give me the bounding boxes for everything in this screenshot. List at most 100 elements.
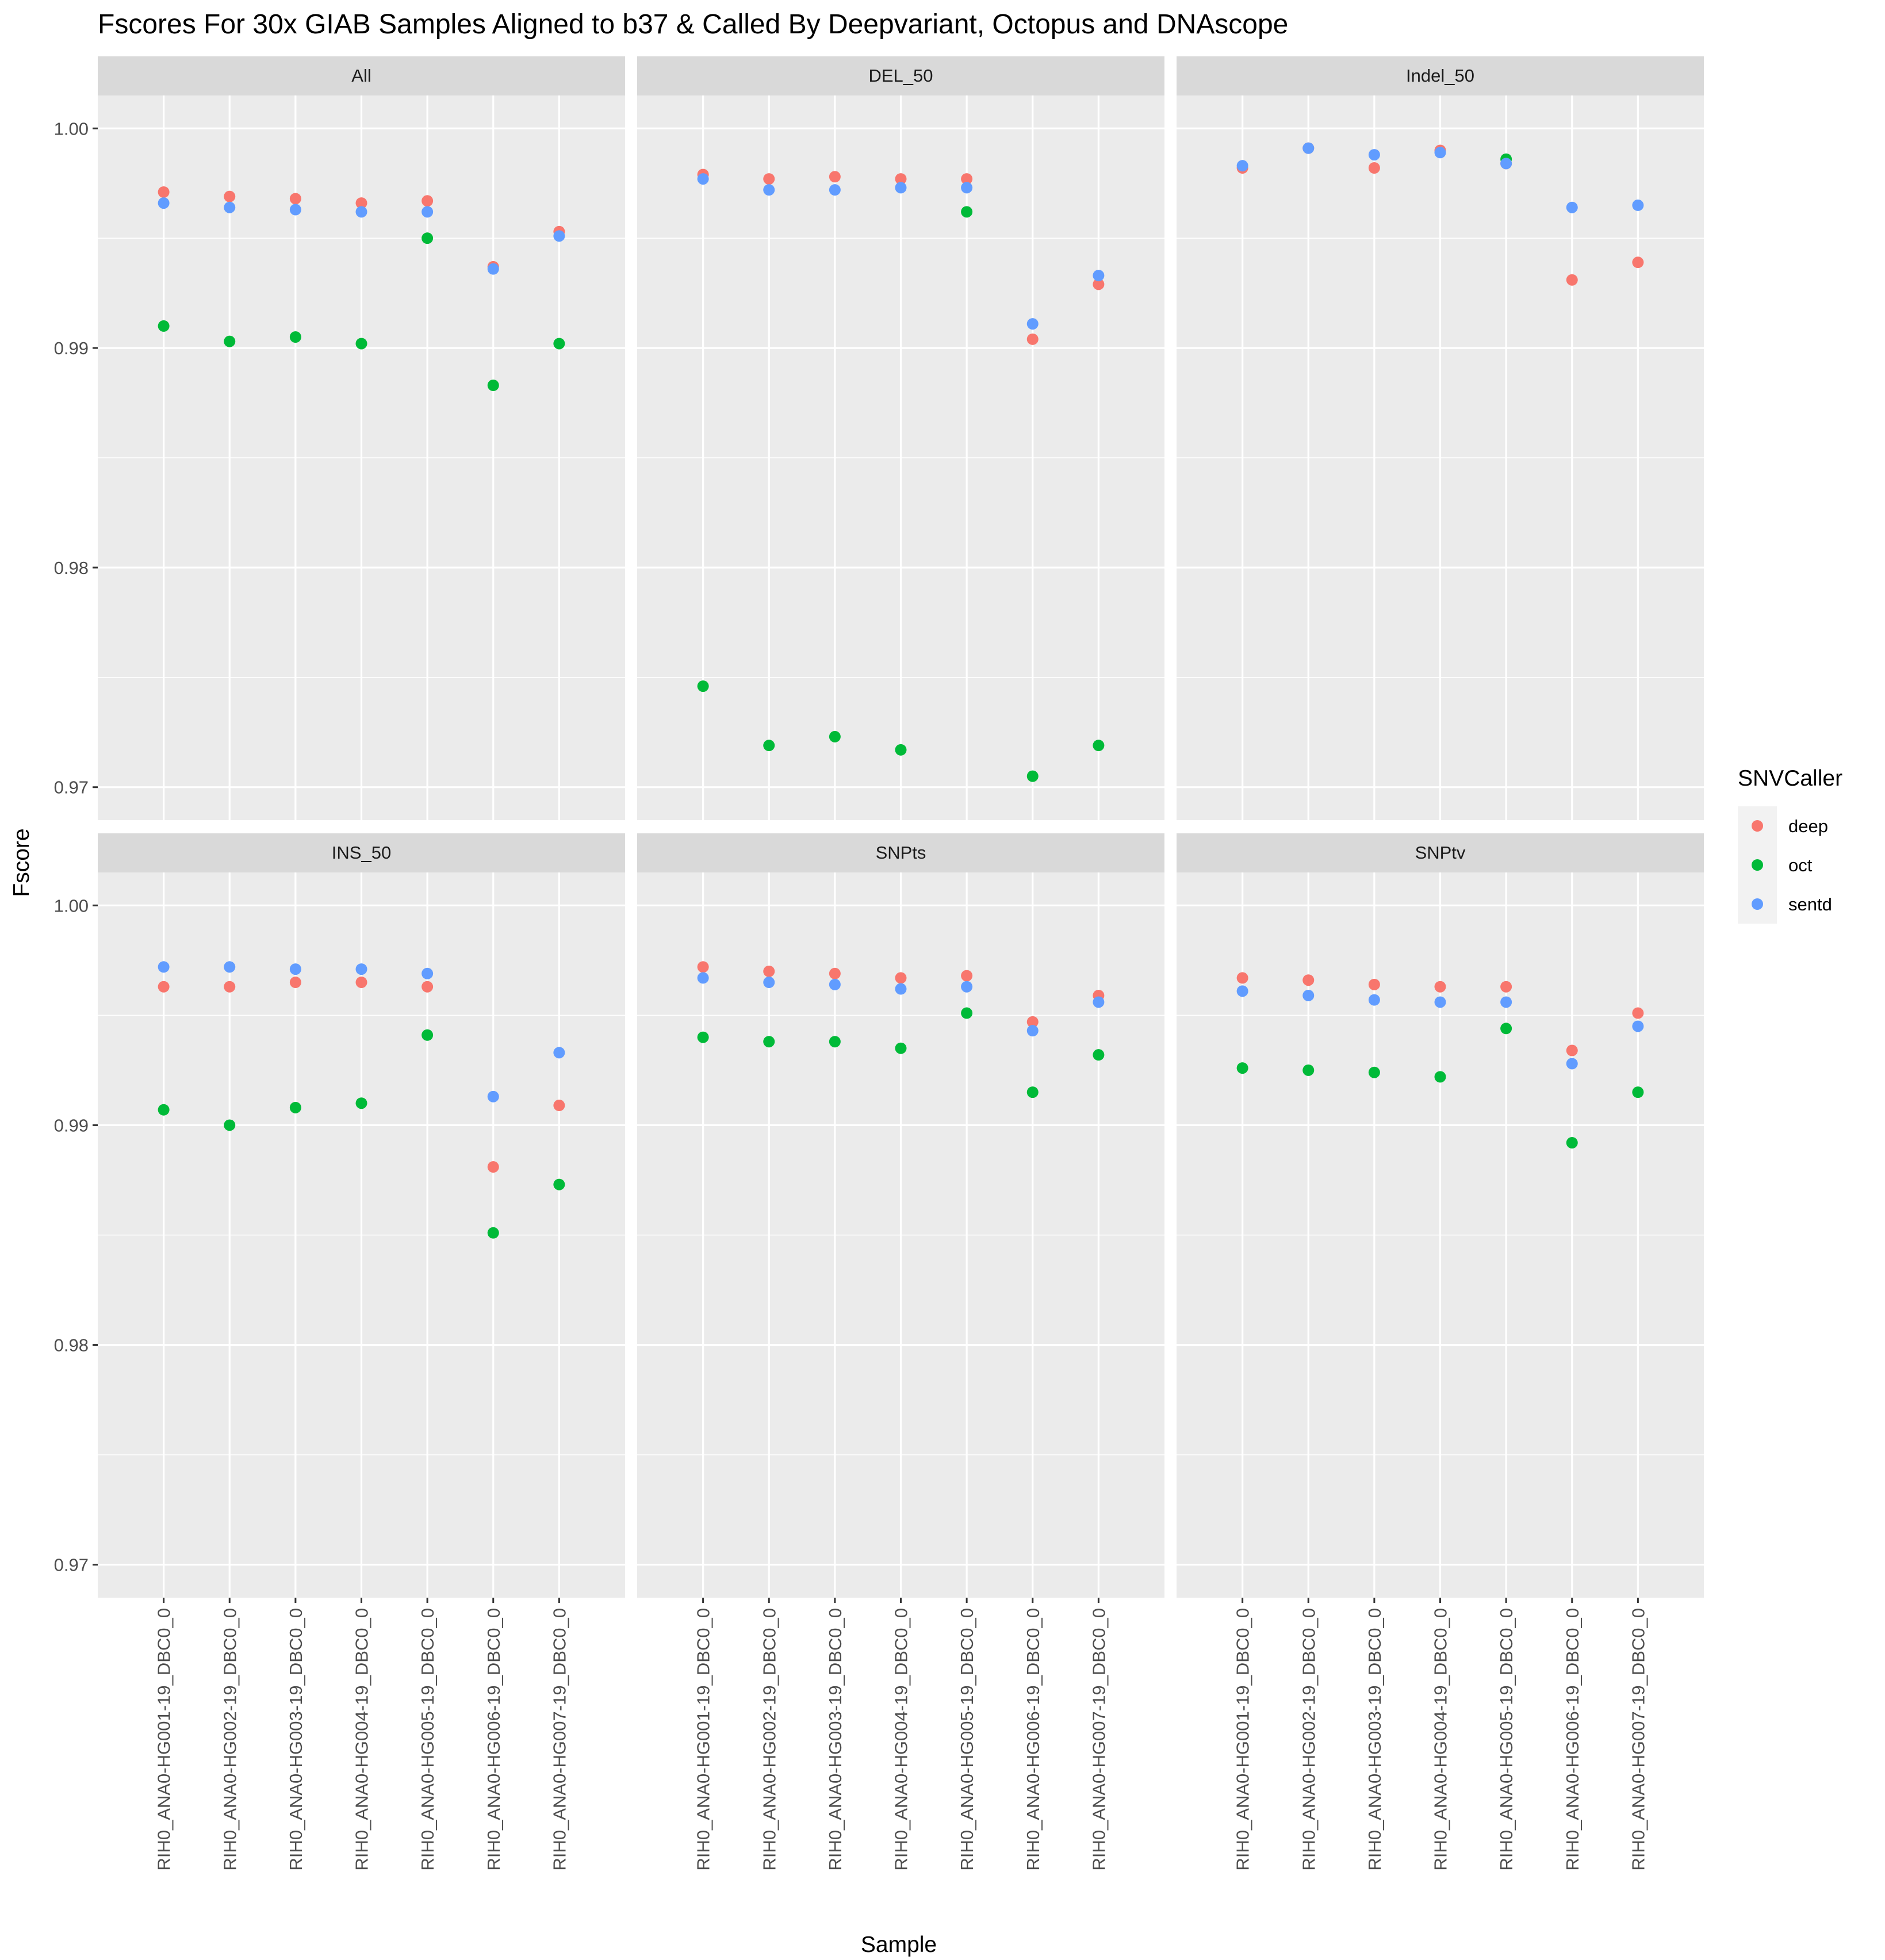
data-point-deep (895, 173, 907, 185)
data-point-oct (487, 380, 499, 391)
data-point-deep (1500, 981, 1512, 993)
facet-strip-label: INS_50 (332, 843, 391, 863)
data-point-deep (224, 190, 236, 202)
x-tick-label: RIH0_ANA0-HG002-19_DBC0_0 (759, 1608, 779, 1871)
data-point-sentd (1093, 996, 1105, 1008)
data-point-sentd (553, 230, 565, 242)
data-point-oct (1368, 1066, 1380, 1078)
y-tick-label: 0.97 (54, 778, 89, 798)
y-axis-label: Fscore (9, 828, 34, 897)
x-tick-label: RIH0_ANA0-HG007-19_DBC0_0 (1089, 1608, 1109, 1871)
y-tick-label: 0.98 (54, 558, 89, 578)
data-point-oct (961, 1007, 973, 1019)
data-point-sentd (289, 963, 301, 975)
facet-strip (637, 833, 1164, 872)
legend-label: sentd (1788, 894, 1832, 914)
facet-strip-label: DEL_50 (868, 66, 933, 86)
y-tick-label: 0.99 (54, 338, 89, 358)
data-point-oct (895, 1042, 907, 1054)
data-point-deep (1566, 274, 1578, 286)
facet-strip-label: All (351, 66, 371, 86)
data-point-deep (1368, 162, 1380, 174)
legend-title: SNVCaller (1738, 766, 1842, 791)
data-point-oct (697, 1031, 709, 1043)
x-tick-label: RIH0_ANA0-HG003-19_DBC0_0 (1365, 1608, 1385, 1871)
x-tick-label: RIH0_ANA0-HG004-19_DBC0_0 (1431, 1608, 1451, 1871)
x-tick-label: RIH0_ANA0-HG007-19_DBC0_0 (549, 1608, 569, 1871)
data-point-sentd (355, 206, 367, 218)
data-point-deep (895, 972, 907, 984)
data-point-sentd (422, 967, 434, 979)
x-tick-label: RIH0_ANA0-HG006-19_DBC0_0 (1023, 1608, 1043, 1871)
x-tick-label: RIH0_ANA0-HG004-19_DBC0_0 (891, 1608, 911, 1871)
data-point-sentd (829, 184, 841, 196)
data-point-sentd (763, 977, 775, 989)
data-point-sentd (1566, 1058, 1578, 1070)
data-point-sentd (158, 197, 170, 209)
data-point-sentd (1236, 985, 1248, 997)
data-point-sentd (158, 961, 170, 973)
facet-panel-del-50: DEL_50 (637, 56, 1164, 820)
data-point-sentd (1500, 158, 1512, 170)
data-point-oct (553, 338, 565, 350)
data-point-sentd (1302, 989, 1315, 1001)
x-axis-label: Sample (861, 1932, 937, 1957)
data-point-oct (1500, 1023, 1512, 1035)
data-point-oct (1302, 1064, 1315, 1076)
data-point-sentd (1566, 201, 1578, 213)
data-point-sentd (1632, 199, 1644, 211)
data-point-oct (697, 680, 709, 692)
data-point-deep (1302, 974, 1315, 986)
data-point-deep (829, 967, 841, 979)
data-point-sentd (895, 983, 907, 995)
data-point-oct (763, 740, 775, 752)
data-point-sentd (1500, 996, 1512, 1008)
data-point-deep (697, 961, 709, 973)
data-point-sentd (1302, 142, 1315, 154)
data-point-sentd (1632, 1020, 1644, 1032)
data-point-deep (355, 197, 367, 209)
data-point-sentd (961, 182, 973, 194)
x-tick-label: RIH0_ANA0-HG007-19_DBC0_0 (1628, 1608, 1648, 1871)
data-point-deep (158, 186, 170, 198)
data-point-oct (829, 1036, 841, 1048)
data-point-deep (1093, 278, 1105, 290)
data-point-oct (158, 1104, 170, 1116)
x-tick-label: RIH0_ANA0-HG004-19_DBC0_0 (352, 1608, 372, 1871)
data-point-oct (961, 206, 973, 218)
facet-panel-snpts: SNPts RIH0_ANA0-HG001-19_DBC0_0 RIH0_ANA0-… (637, 833, 1164, 1871)
data-point-sentd (1434, 996, 1446, 1008)
data-point-sentd (487, 263, 499, 275)
legend-label: deep (1788, 816, 1828, 836)
facet-panels: All 0.97 0.98 0.99 1.00 DEL_50 Indel_50 INS_50 0… (54, 56, 1704, 1871)
data-point-sentd (1368, 149, 1380, 161)
facet-strip-label: Indel_50 (1406, 66, 1474, 86)
y-tick-label: 0.99 (54, 1115, 89, 1135)
data-point-oct (763, 1036, 775, 1048)
y-tick-label: 0.98 (54, 1335, 89, 1356)
x-tick-label: RIH0_ANA0-HG002-19_DBC0_0 (1298, 1608, 1319, 1871)
facet-panel-indel-50: Indel_50 (1177, 56, 1704, 820)
y-tick-label: 1.00 (54, 118, 89, 139)
facet-strip (98, 56, 625, 95)
facet-panel-all: All 0.97 0.98 0.99 1.00 (54, 56, 625, 820)
data-point-deep (1434, 981, 1446, 993)
facet-strip (1177, 833, 1704, 872)
x-tick-label: RIH0_ANA0-HG001-19_DBC0_0 (154, 1608, 174, 1871)
data-point-oct (487, 1227, 499, 1239)
facet-panel-ins-50: INS_50 0.97 0.98 0.99 1.00 RIH0_ANA0-HG001-19… (54, 833, 625, 1871)
data-point-sentd (553, 1047, 565, 1059)
x-tick-label: RIH0_ANA0-HG001-19_DBC0_0 (1233, 1608, 1253, 1871)
chart-title: Fscores For 30x GIAB Samples Aligned to … (98, 9, 1288, 40)
legend-marker-deep (1752, 820, 1763, 832)
facet-strip-label: SNPtv (1415, 843, 1466, 863)
facet-panel-snptv: SNPtv RIH0_ANA0-HG001-19_DBC0_0 RIH0_ANA0-… (1177, 833, 1704, 1871)
data-point-oct (158, 320, 170, 332)
data-point-deep (763, 965, 775, 977)
data-point-oct (1093, 1049, 1105, 1061)
y-tick-label: 0.97 (54, 1555, 89, 1575)
data-point-deep (487, 1161, 499, 1173)
data-point-oct (1236, 1062, 1248, 1074)
x-tick-label: RIH0_ANA0-HG002-19_DBC0_0 (220, 1608, 240, 1871)
data-point-sentd (961, 981, 973, 993)
